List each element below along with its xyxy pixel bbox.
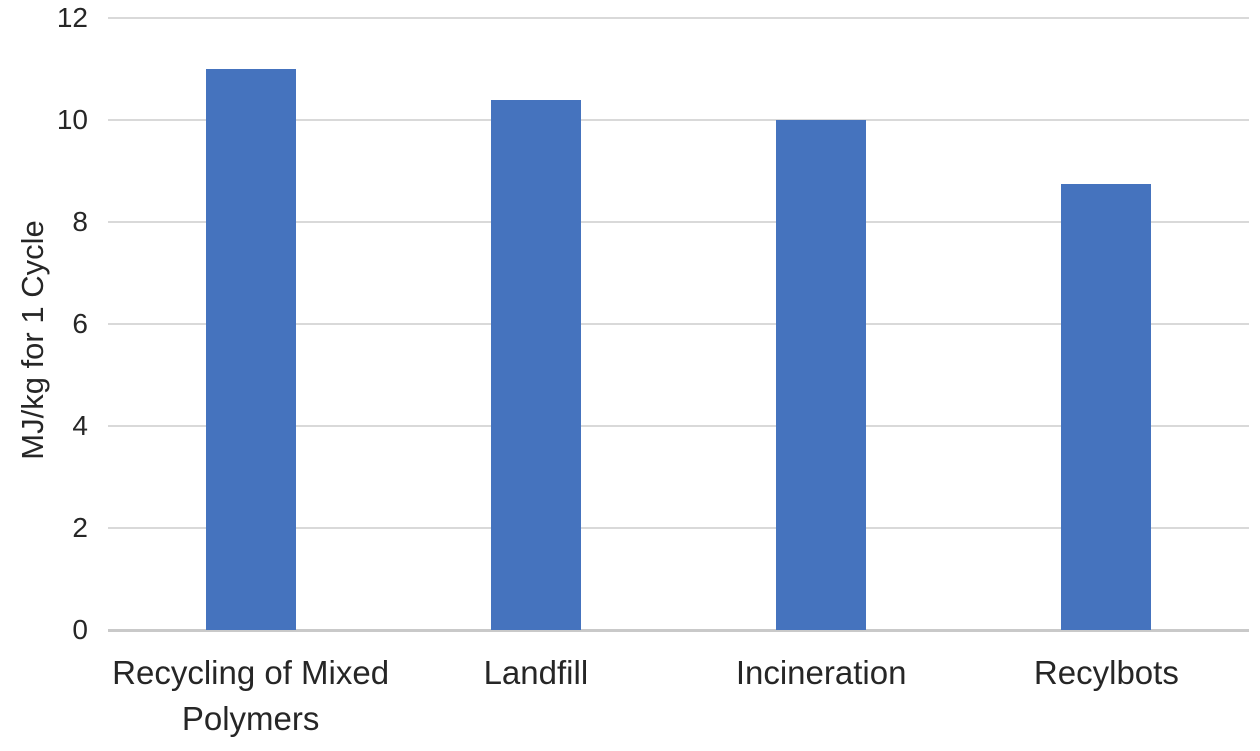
bar bbox=[490, 99, 581, 630]
gridline bbox=[108, 323, 1249, 325]
y-tick-label: 12 bbox=[56, 2, 88, 33]
y-tick-label: 4 bbox=[72, 410, 88, 441]
x-category-label: Incineration bbox=[735, 654, 907, 691]
gridline bbox=[108, 17, 1249, 19]
gridline bbox=[108, 425, 1249, 427]
x-axis-category-labels: Recycling of Mixed Polymers Landfill Incin… bbox=[108, 650, 1249, 751]
x-axis-baseline bbox=[108, 629, 1249, 632]
bar bbox=[205, 69, 296, 630]
y-tick-label: 6 bbox=[72, 308, 88, 339]
x-category-label: Recylbots bbox=[1033, 654, 1179, 691]
gridline bbox=[108, 221, 1249, 223]
bar bbox=[776, 120, 867, 630]
x-category-label: Recycling of Mixed Polymers bbox=[112, 654, 390, 737]
y-tick-label: 8 bbox=[72, 206, 88, 237]
gridline bbox=[108, 527, 1249, 529]
plot-area bbox=[108, 17, 1249, 632]
gridline bbox=[108, 119, 1249, 121]
bar bbox=[1061, 183, 1152, 630]
y-tick-label: 10 bbox=[56, 104, 88, 135]
y-tick-label: 2 bbox=[72, 512, 88, 543]
x-category-label: Landfill bbox=[483, 654, 589, 691]
y-tick-label: 0 bbox=[72, 614, 88, 645]
